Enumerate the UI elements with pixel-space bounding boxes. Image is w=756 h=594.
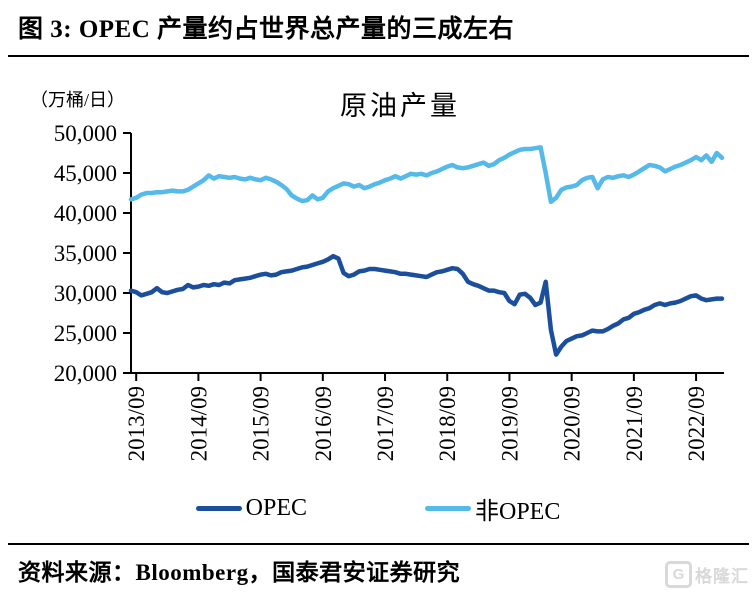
- legend-label-non-opec: 非OPEC: [475, 499, 561, 525]
- figure-title: 图 3: OPEC 产量约占世界总产量的三成左右: [18, 16, 515, 43]
- y-tick-label: 25,000: [54, 321, 117, 346]
- y-tick-label: 20,000: [54, 361, 117, 386]
- x-tick-label: 2019/09: [497, 386, 522, 461]
- x-tick-label: 2013/09: [124, 386, 149, 461]
- top-divider: [8, 55, 749, 57]
- y-tick-label: 45,000: [54, 161, 117, 186]
- opec-line: [128, 253, 725, 357]
- x-tick-label: 2016/09: [311, 386, 336, 461]
- chart-legend: OPEC 非OPEC: [0, 491, 756, 526]
- legend-item-opec: OPEC: [195, 495, 307, 522]
- legend-line-swatch-opec: [195, 506, 242, 511]
- g-logo-icon: G: [665, 561, 692, 588]
- x-tick-label: 2015/09: [249, 386, 274, 461]
- y-tick-label: 50,000: [54, 121, 117, 146]
- y-tick-label: 35,000: [54, 241, 117, 266]
- non-opec-line: [128, 145, 725, 205]
- legend-label-opec: OPEC: [245, 495, 307, 521]
- x-tick-label: 2022/09: [684, 386, 709, 461]
- source-note: 资料来源：Bloomberg，国泰君安证券研究: [18, 560, 461, 585]
- y-axis-unit-label: （万桶/日）: [30, 90, 126, 110]
- gelonghui-logo: G 格隆汇: [665, 561, 749, 588]
- chart-title: 原油产量: [340, 91, 460, 121]
- bottom-divider: [8, 543, 749, 545]
- x-tick-label: 2014/09: [186, 386, 211, 461]
- x-tick-label: 2018/09: [435, 386, 460, 461]
- x-tick-label: 2017/09: [373, 386, 398, 461]
- legend-line-swatch-non-opec: [425, 506, 471, 511]
- y-tick-label: 30,000: [54, 281, 117, 306]
- x-tick-label: 2020/09: [560, 386, 585, 461]
- y-tick-label: 40,000: [54, 201, 117, 226]
- x-tick-label: 2021/09: [622, 386, 647, 461]
- legend-item-non-opec: 非OPEC: [425, 491, 560, 526]
- gelonghui-logo-text: 格隆汇: [695, 567, 749, 586]
